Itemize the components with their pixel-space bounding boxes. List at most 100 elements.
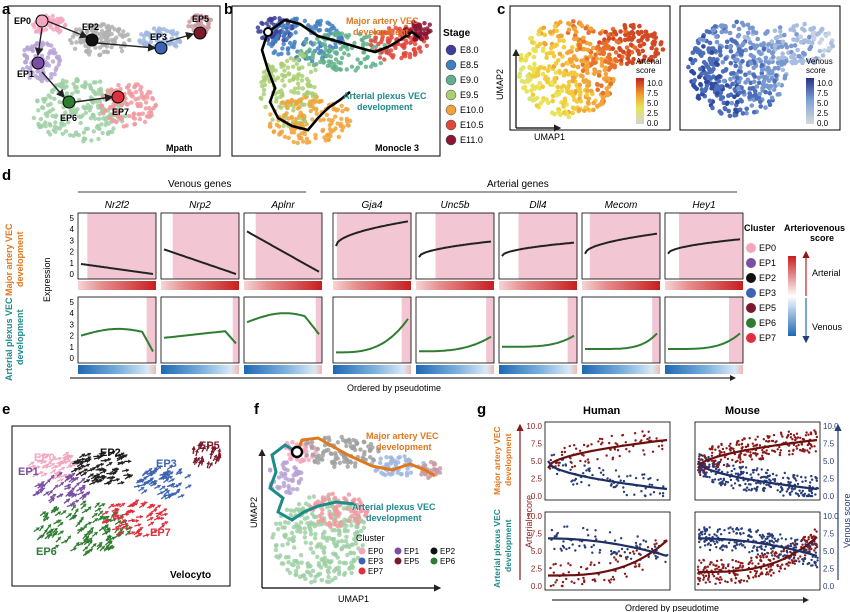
cell-dot [337, 511, 342, 516]
score-dot [727, 30, 733, 36]
arterial-score-dot [737, 456, 740, 459]
arterial-score-dot [711, 445, 714, 448]
score-dot [567, 57, 573, 62]
av-score-band [244, 281, 322, 290]
cell-dot [291, 64, 296, 69]
score-dot [723, 106, 728, 112]
score-dot [540, 48, 546, 54]
cell-dot [74, 132, 79, 137]
arterial-score-dot [660, 444, 664, 447]
venous-score-dot [574, 477, 578, 481]
score-dot [603, 29, 608, 35]
score-dot [777, 25, 783, 30]
arterial-score-dot [738, 454, 742, 457]
score-dot [571, 19, 576, 24]
score-dot [556, 58, 561, 63]
cell-dot [148, 39, 154, 45]
cell-dot [368, 42, 374, 47]
cell-dot [337, 66, 342, 72]
score-dot [557, 38, 562, 43]
venous-score-dot [602, 473, 605, 477]
arterial-score-dot [565, 577, 568, 581]
arterial-score-dot [746, 444, 750, 448]
score-dot [790, 60, 796, 66]
cell-dot [39, 78, 45, 84]
cell-dot [99, 22, 105, 27]
cell-dot [96, 126, 102, 131]
arterial-score-dot [625, 447, 628, 451]
av-score-band [333, 365, 411, 374]
venous-score-dot [594, 529, 597, 532]
cell-dot [298, 553, 304, 558]
cell-dot [55, 27, 60, 32]
venous-score-dot [606, 477, 609, 480]
g-left-tick: 7.5 [531, 440, 543, 449]
score-dot [554, 28, 559, 34]
venous-score-dot [768, 474, 771, 478]
stage-label: E9.0 [460, 75, 479, 85]
cell-dot [263, 104, 268, 110]
cell-dot [306, 91, 312, 96]
score-dot [530, 73, 535, 79]
venous-score-dot [808, 484, 811, 488]
venous-score-dot [648, 483, 651, 486]
cell-dot [315, 36, 320, 41]
score-dot [747, 86, 753, 91]
cell-dot [71, 81, 76, 87]
cell-dot [205, 24, 211, 29]
cell-dot [352, 40, 357, 46]
cell-dot [314, 94, 319, 100]
cell-dot [343, 539, 349, 544]
arterial-score-dot [568, 444, 571, 448]
cell-dot [49, 71, 54, 77]
g-right-tick: 7.5 [823, 440, 835, 449]
cell-dot [45, 55, 50, 60]
arterial-score-dot [797, 443, 800, 447]
cell-dot [305, 515, 310, 520]
score-dot [760, 85, 765, 91]
score-dot [532, 61, 537, 67]
cell-dot [286, 116, 292, 121]
expression-curve [419, 335, 492, 353]
score-dot [649, 58, 655, 63]
arterial-score-dot [555, 579, 558, 582]
venous-score-dot [661, 492, 665, 495]
arterial-score-dot [772, 433, 776, 437]
score-dot [782, 32, 787, 38]
venous-tick-3: 2.5 [817, 109, 829, 118]
cell-dot [145, 95, 150, 100]
score-dot [524, 89, 530, 94]
cell-dot [147, 105, 152, 111]
venous-score-dot [713, 478, 717, 481]
cell-dot [32, 24, 37, 30]
cell-dot [398, 472, 404, 477]
venous-score-dot [641, 473, 644, 476]
cell-dot [74, 27, 79, 32]
cell-dot [88, 116, 94, 121]
arterial-score-dot [756, 435, 759, 438]
cell-dot [76, 114, 82, 119]
cell-dot [274, 521, 279, 526]
score-dot [627, 59, 632, 64]
cell-dot [299, 560, 304, 565]
cell-dot [313, 67, 318, 73]
cell-dot [307, 83, 313, 88]
cell-dot [72, 46, 78, 51]
cell-dot [284, 36, 289, 41]
cell-dot [304, 136, 310, 141]
venous-score-dot [729, 478, 733, 482]
venous-score-dot [610, 483, 613, 486]
venous-score-dot [649, 493, 652, 496]
score-dot [763, 89, 768, 95]
arterial-score-dot [642, 449, 645, 452]
cell-dot [313, 535, 318, 541]
arterial-score-dot [786, 435, 789, 438]
cell-dot [352, 516, 357, 522]
arterial-score-dot [703, 454, 706, 457]
gene-panel-frame [415, 296, 495, 364]
cell-dot [285, 65, 291, 70]
cell-dot [259, 96, 264, 101]
score-dot [775, 39, 781, 45]
cell-dot [46, 129, 51, 135]
arterial-score-dot [598, 437, 602, 440]
